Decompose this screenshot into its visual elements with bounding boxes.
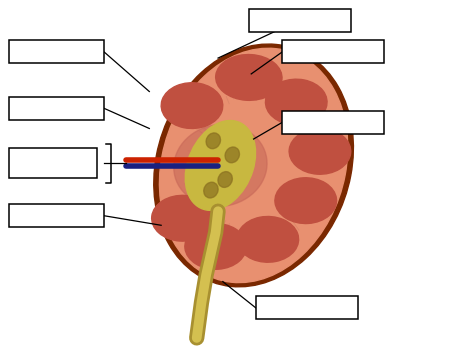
Ellipse shape: [159, 48, 348, 283]
Ellipse shape: [216, 55, 282, 100]
Ellipse shape: [265, 79, 327, 125]
Ellipse shape: [154, 44, 354, 287]
Ellipse shape: [185, 224, 246, 269]
Ellipse shape: [289, 128, 351, 174]
Bar: [9, 148, 97, 178]
Bar: [282, 40, 384, 63]
Ellipse shape: [237, 216, 299, 262]
Ellipse shape: [206, 133, 220, 149]
Bar: [9, 40, 104, 63]
Ellipse shape: [185, 120, 255, 210]
Ellipse shape: [275, 178, 337, 224]
Ellipse shape: [161, 83, 223, 128]
Bar: [256, 296, 358, 319]
Ellipse shape: [218, 172, 232, 187]
Ellipse shape: [204, 182, 218, 198]
Bar: [9, 204, 104, 227]
Ellipse shape: [152, 195, 213, 241]
Ellipse shape: [225, 147, 239, 163]
Bar: [249, 9, 351, 32]
Bar: [282, 111, 384, 134]
Ellipse shape: [174, 124, 267, 207]
Bar: [9, 97, 104, 120]
